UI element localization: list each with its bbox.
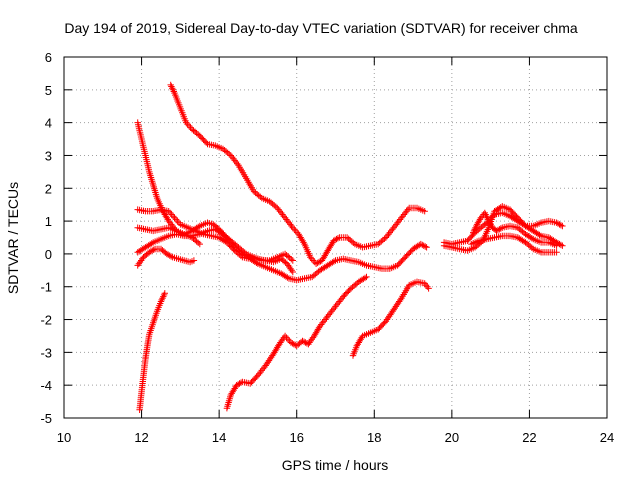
- series-track-i: [349, 278, 432, 359]
- x-tick-label: 18: [367, 430, 381, 445]
- plus-markers: [468, 232, 560, 256]
- y-tick-label: 3: [45, 148, 52, 163]
- axis-ticks: [63, 56, 608, 419]
- plus-markers: [136, 290, 168, 413]
- y-tick-label: -3: [40, 345, 52, 360]
- series-track-e: [134, 226, 296, 264]
- x-tick-label: 12: [134, 430, 148, 445]
- x-tick-label: 16: [289, 430, 303, 445]
- plot-area: [63, 56, 608, 419]
- plus-markers: [134, 245, 198, 269]
- x-tick-label: 22: [522, 430, 536, 445]
- x-tick-label: 24: [600, 430, 614, 445]
- plus-markers: [223, 273, 370, 412]
- y-tick-label: 5: [45, 83, 52, 98]
- series-track-f: [134, 245, 198, 269]
- series-track-g: [136, 290, 168, 413]
- plus-markers: [167, 81, 428, 267]
- y-tick-label: 0: [45, 247, 52, 262]
- x-tick-label: 10: [57, 430, 71, 445]
- y-tick-label: 2: [45, 181, 52, 196]
- plus-markers: [470, 209, 560, 249]
- y-tick-label: -4: [40, 378, 52, 393]
- series-track-b: [167, 81, 428, 267]
- x-tick-label: 14: [212, 430, 226, 445]
- x-tick-label: 20: [445, 430, 459, 445]
- y-tick-label: 4: [45, 116, 52, 131]
- x-axis-label: GPS time / hours: [282, 457, 389, 473]
- y-tick-label: 1: [45, 214, 52, 229]
- chart-title: Day 194 of 2019, Sidereal Day-to-day VTE…: [64, 20, 577, 36]
- plus-markers: [349, 278, 432, 359]
- series-track-l: [468, 232, 560, 256]
- series-track-m: [470, 209, 560, 249]
- data-points: [134, 81, 566, 413]
- y-axis-label: SDTVAR / TECUs: [5, 182, 21, 294]
- series-track-h: [223, 273, 370, 412]
- y-tick-label: 6: [45, 50, 52, 65]
- plus-markers: [134, 226, 296, 264]
- series-track-k: [440, 203, 566, 254]
- y-tick-label: -2: [40, 313, 52, 328]
- y-tick-label: -5: [40, 411, 52, 426]
- y-tick-label: -1: [40, 280, 52, 295]
- plus-markers: [440, 203, 566, 254]
